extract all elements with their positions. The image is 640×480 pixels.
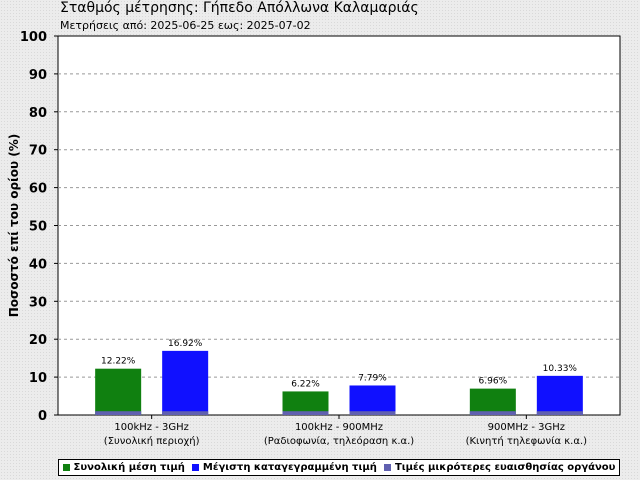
bar-max [162,350,209,415]
y-tick-label: 0 [38,409,47,424]
legend-swatch-sensitivity [383,464,391,471]
bar-sensitivity [95,411,142,415]
bar-mean [95,368,142,415]
y-tick-label: 70 [29,144,47,159]
y-tick-label: 40 [29,257,47,272]
legend-swatch-mean [62,464,70,471]
bar-sensitivity [536,411,583,415]
bar-sensitivity [162,411,209,415]
data-label: 6.96% [479,377,508,387]
x-category-sublabel: (Συνολική περιοχή) [104,435,200,447]
y-tick-label: 50 [29,220,47,235]
y-tick-label: 10 [29,371,47,386]
legend-label-max: Μέγιστη καταγεγραμμένη τιμή [202,462,377,473]
x-category-label: 100kHz - 3GHz [114,422,189,433]
y-tick-label: 20 [29,333,47,348]
bar-sensitivity [349,411,396,415]
chart-subtitle: Μετρήσεις από: 2025-06-25 εως: 2025-07-0… [60,19,311,32]
data-label: 10.33% [543,364,578,374]
data-label: 16.92% [168,339,203,349]
x-category-label: 900MHz - 3GHz [488,422,565,433]
y-tick-label: 30 [29,295,47,310]
legend-label-mean: Συνολική μέση τιμή [73,462,185,473]
y-tick-label: 90 [29,68,47,83]
legend-item-max: Μέγιστη καταγεγραμμένη τιμή [191,462,377,473]
bar-mean [469,388,516,415]
legend-label-sensitivity: Τιμές μικρότερες ευαισθησίας οργάνου [394,462,616,473]
data-label: 6.22% [291,379,320,389]
y-axis-label: Ποσοστό επί του ορίου (%) [7,134,21,318]
legend-item-mean: Συνολική μέση τιμή [62,462,185,473]
bar-mean [282,391,329,415]
data-label: 12.22% [101,357,136,367]
y-tick-label: 100 [20,30,47,45]
chart-title: Σταθμός μέτρησης: Γήπεδο Απόλλωνα Καλαμα… [60,0,419,16]
bar-max [536,375,583,415]
x-category-sublabel: (Ραδιοφωνία, τηλεόραση κ.α.) [264,435,414,447]
legend-swatch-max [191,464,199,471]
bar-max [349,385,396,415]
x-category-label: 100kHz - 900MHz [295,422,383,433]
y-tick-label: 80 [29,106,47,121]
bar-sensitivity [282,411,329,415]
data-label: 7.79% [358,373,387,383]
bar-sensitivity [469,411,516,415]
legend: Συνολική μέση τιμή Μέγιστη καταγεγραμμέν… [58,459,620,476]
x-category-sublabel: (Κινητή τηλεφωνία κ.α.) [466,435,588,447]
legend-item-sensitivity: Τιμές μικρότερες ευαισθησίας οργάνου [383,462,616,473]
bar-chart: 0 10 20 30 40 50 60 70 80 90 100 Ποσοστό επί του ορ… [7,30,621,447]
y-tick-label: 60 [29,182,47,197]
